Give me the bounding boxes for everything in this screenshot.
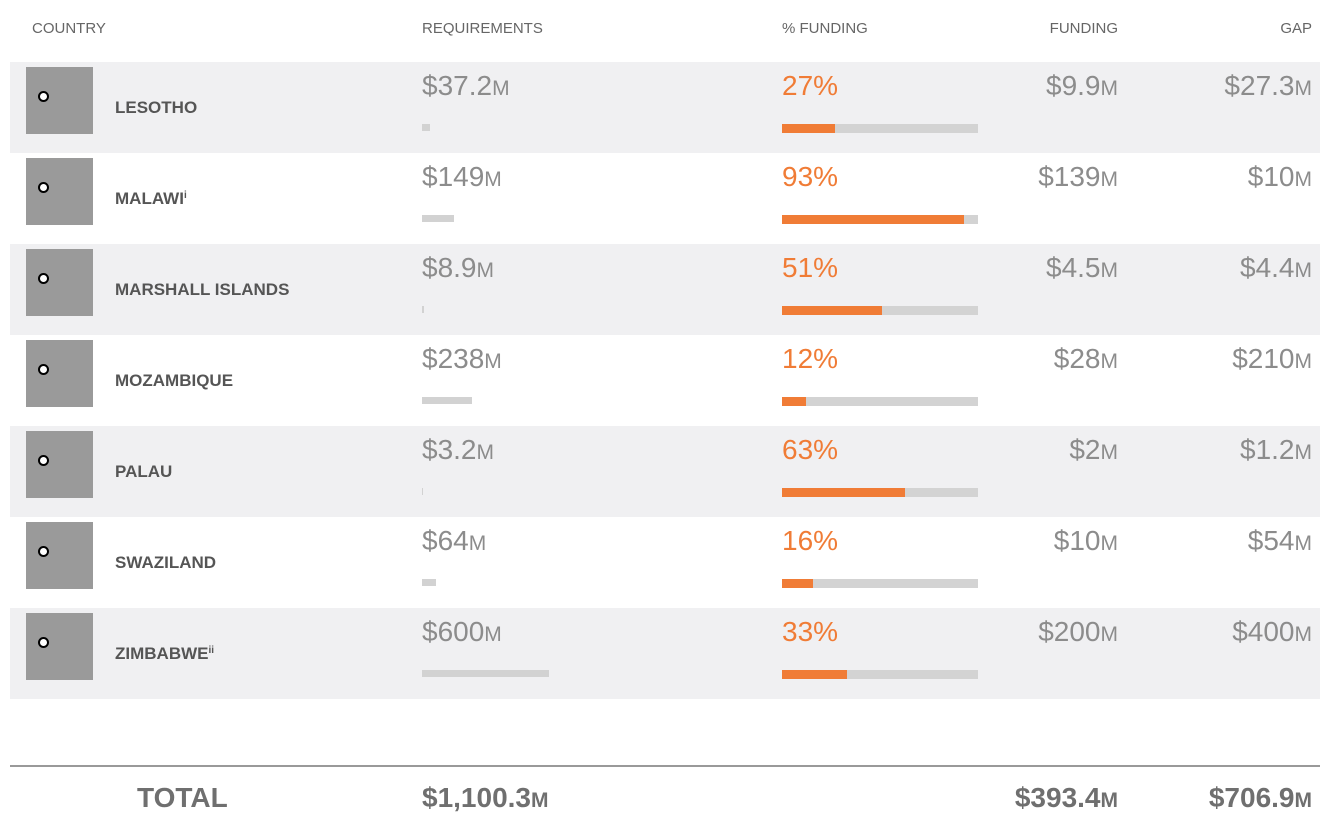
capital-marker bbox=[38, 455, 49, 466]
country: PALAU bbox=[115, 462, 173, 481]
pct-bar bbox=[782, 488, 906, 497]
country: MOZAMBIQUE bbox=[115, 371, 234, 390]
total-funding: $393.4M bbox=[1014, 782, 1118, 813]
pct-funding: 12% bbox=[782, 343, 839, 374]
footnote: ii bbox=[208, 645, 215, 656]
footnote: i bbox=[183, 190, 187, 201]
pct-bar bbox=[782, 579, 814, 588]
pct-bar bbox=[782, 215, 965, 224]
map-icon bbox=[26, 613, 93, 680]
pct-track bbox=[782, 670, 978, 679]
header-gap: GAP bbox=[1280, 20, 1312, 37]
country-name: SWAZILAND bbox=[115, 553, 216, 573]
country-name: LESOTHO bbox=[115, 98, 197, 118]
gap: $210M bbox=[1232, 343, 1312, 374]
gap: $27.3M bbox=[1224, 70, 1312, 101]
row-bg bbox=[10, 426, 1320, 517]
funding: $9.9M bbox=[1046, 70, 1118, 101]
header-requirements: REQUIREMENTS bbox=[422, 20, 543, 37]
funding: $139M bbox=[1038, 161, 1118, 192]
requirements-bar bbox=[422, 397, 473, 404]
pct-funding: 93% bbox=[782, 161, 839, 192]
requirements: $37.2M bbox=[422, 70, 510, 101]
country: MARSHALL ISLANDS bbox=[115, 280, 290, 299]
pct-bar bbox=[782, 397, 806, 406]
requirements-bar bbox=[422, 488, 423, 495]
requirements-bar bbox=[422, 579, 436, 586]
total-label: TOTAL bbox=[137, 782, 228, 813]
map-icon bbox=[26, 249, 93, 316]
requirements: $64M bbox=[422, 525, 487, 556]
pct-funding: 51% bbox=[782, 252, 839, 283]
capital-marker bbox=[38, 364, 49, 375]
map-icon bbox=[26, 67, 93, 134]
gap: $1.2M bbox=[1240, 434, 1312, 465]
header-funding: FUNDING bbox=[1049, 20, 1118, 37]
funding: $2M bbox=[1069, 434, 1118, 465]
pct-funding: 16% bbox=[782, 525, 839, 556]
country: MALAWI bbox=[115, 189, 184, 208]
row-bg bbox=[10, 608, 1320, 699]
requirements-bar bbox=[422, 306, 424, 313]
requirements: $8.9M bbox=[422, 252, 494, 283]
capital-marker bbox=[38, 546, 49, 557]
pct-funding: 27% bbox=[782, 70, 839, 101]
gap: $10M bbox=[1247, 161, 1312, 192]
country: ZIMBABWE bbox=[115, 644, 209, 663]
funding: $28M bbox=[1053, 343, 1118, 374]
pct-bar bbox=[782, 124, 835, 133]
header-pct-funding: % FUNDING bbox=[782, 20, 868, 37]
map-icon bbox=[26, 158, 93, 225]
pct-bar bbox=[782, 306, 882, 315]
capital-marker bbox=[38, 273, 49, 284]
pct-track bbox=[782, 124, 978, 133]
gap: $54M bbox=[1247, 525, 1312, 556]
pct-track bbox=[782, 397, 978, 406]
gap: $400M bbox=[1232, 616, 1312, 647]
total-rule bbox=[10, 765, 1320, 767]
map-icon bbox=[26, 340, 93, 407]
country-name: ZIMBABWEii bbox=[115, 644, 214, 664]
pct-funding: 33% bbox=[782, 616, 839, 647]
country: SWAZILAND bbox=[115, 553, 217, 572]
country-name: MALAWIi bbox=[115, 189, 187, 209]
country-name: PALAU bbox=[115, 462, 172, 482]
capital-marker bbox=[38, 182, 49, 193]
row-bg bbox=[10, 244, 1320, 335]
total-requirements: $1,100.3M bbox=[422, 782, 549, 813]
header-country: COUNTRY bbox=[32, 20, 106, 37]
capital-marker bbox=[38, 637, 49, 648]
map-icon bbox=[26, 522, 93, 589]
requirements-bar bbox=[422, 670, 549, 677]
country-name: MOZAMBIQUE bbox=[115, 371, 233, 391]
funding: $200M bbox=[1038, 616, 1118, 647]
funding: $10M bbox=[1053, 525, 1118, 556]
gap: $4.4M bbox=[1240, 252, 1312, 283]
requirements-bar bbox=[422, 215, 454, 222]
requirements: $238M bbox=[422, 343, 502, 374]
total-gap: $706.9M bbox=[1208, 782, 1312, 813]
requirements-bar bbox=[422, 124, 430, 131]
row-bg bbox=[10, 62, 1320, 153]
requirements: $149M bbox=[422, 161, 502, 192]
map-icon bbox=[26, 431, 93, 498]
capital-marker bbox=[38, 91, 49, 102]
pct-bar bbox=[782, 670, 847, 679]
pct-track bbox=[782, 579, 978, 588]
country: LESOTHO bbox=[115, 98, 198, 117]
requirements: $600M bbox=[422, 616, 502, 647]
requirements: $3.2M bbox=[422, 434, 494, 465]
funding: $4.5M bbox=[1046, 252, 1118, 283]
country-name: MARSHALL ISLANDS bbox=[115, 280, 289, 300]
pct-funding: 63% bbox=[782, 434, 839, 465]
